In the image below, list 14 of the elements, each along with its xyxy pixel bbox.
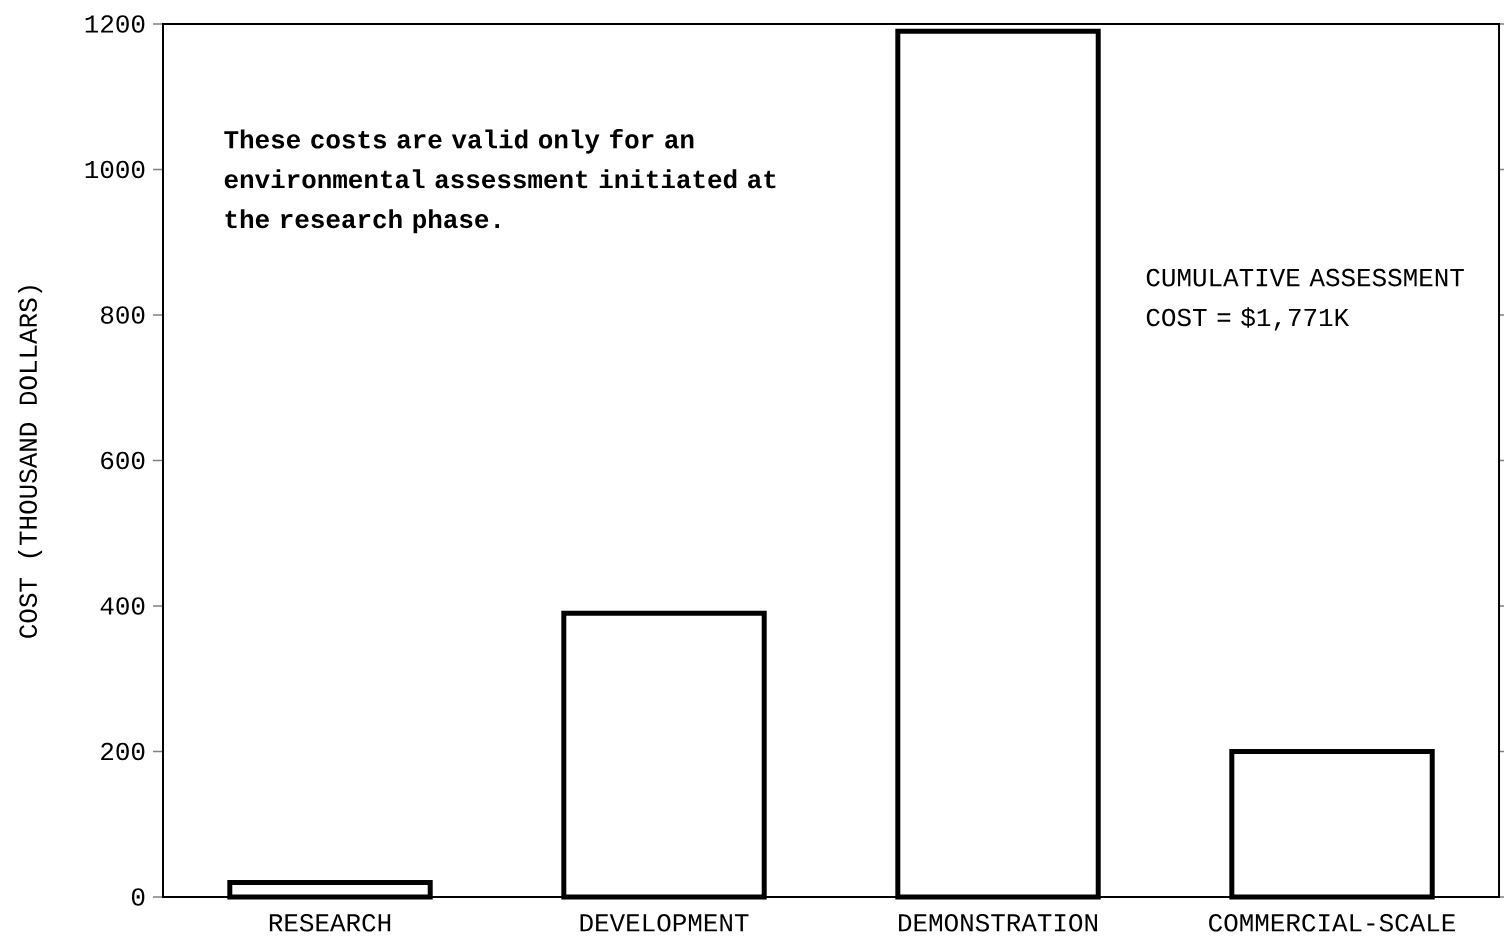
y-tick-label: 200 bbox=[101, 742, 145, 761]
x-tick-label: COMMERCIAL-SCALE bbox=[1209, 914, 1455, 932]
y-tick-label: 1200 bbox=[85, 15, 145, 33]
x-tick-label: DEVELOPMENT bbox=[580, 914, 749, 932]
y-tick-label: 1000 bbox=[85, 160, 145, 179]
y-tick-label: 0 bbox=[131, 888, 145, 906]
x-tick-label: DEMONSTRATION bbox=[899, 914, 1097, 932]
y-tick-label: 600 bbox=[101, 451, 145, 470]
annotation: CUMULATIVE ASSESSMENT COST = $1,771K bbox=[1146, 268, 1464, 331]
x-tick-label: RESEARCH bbox=[269, 914, 391, 932]
y-axis-title: COST (THOUSAND DOLLARS) bbox=[17, 286, 43, 638]
y-tick-label: 400 bbox=[100, 597, 145, 615]
annotation: These costs are valid only for an environmental assessment initiated at the research phase. bbox=[224, 129, 776, 234]
y-tick-label: 800 bbox=[101, 306, 145, 324]
